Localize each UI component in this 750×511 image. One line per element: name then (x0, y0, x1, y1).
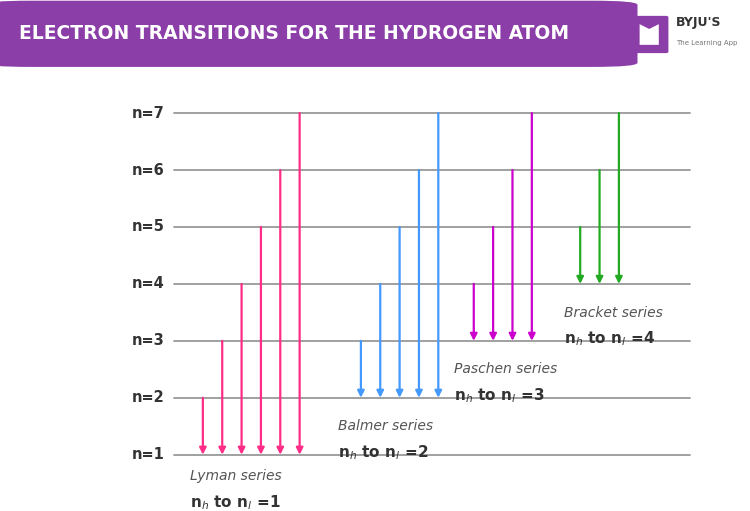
Text: BYJU'S: BYJU'S (676, 15, 721, 29)
Text: The Learning App: The Learning App (676, 40, 737, 46)
Text: Lyman series: Lyman series (190, 469, 282, 483)
Text: Paschen series: Paschen series (454, 362, 558, 377)
Text: ELECTRON TRANSITIONS FOR THE HYDROGEN ATOM: ELECTRON TRANSITIONS FOR THE HYDROGEN AT… (19, 24, 568, 42)
Text: n=3: n=3 (131, 333, 164, 349)
Text: n$_h$ to n$_l$ =4: n$_h$ to n$_l$ =4 (564, 330, 656, 348)
Text: n=5: n=5 (131, 219, 164, 235)
Text: n=1: n=1 (131, 447, 164, 462)
Text: n$_h$ to n$_l$ =2: n$_h$ to n$_l$ =2 (338, 444, 429, 462)
Polygon shape (640, 24, 658, 45)
Text: n$_h$ to n$_l$ =3: n$_h$ to n$_l$ =3 (454, 386, 545, 405)
Text: Bracket series: Bracket series (564, 306, 663, 319)
Text: n=4: n=4 (131, 276, 164, 291)
Text: Balmer series: Balmer series (338, 420, 433, 433)
Text: n=2: n=2 (131, 390, 164, 405)
Text: n=7: n=7 (131, 106, 164, 121)
FancyBboxPatch shape (0, 1, 638, 67)
Text: n=6: n=6 (131, 162, 164, 177)
Text: n$_h$ to n$_l$ =1: n$_h$ to n$_l$ =1 (190, 493, 280, 511)
FancyBboxPatch shape (630, 16, 668, 53)
